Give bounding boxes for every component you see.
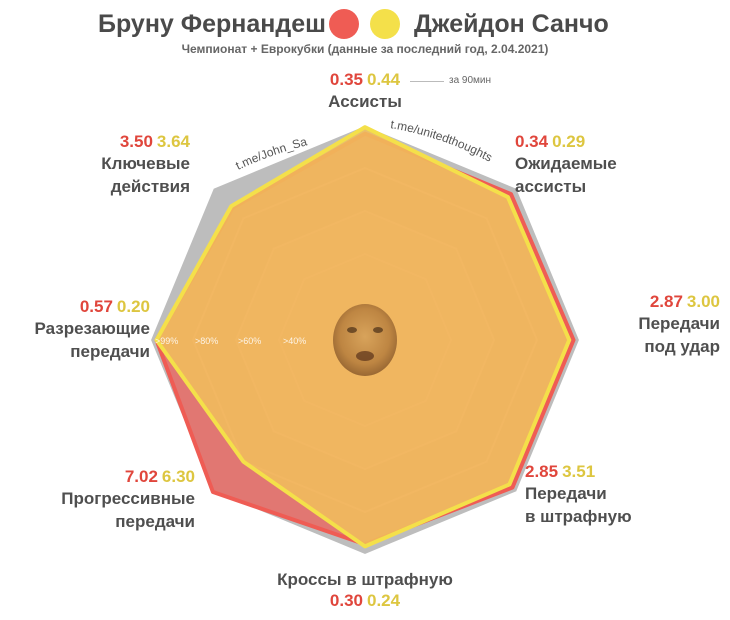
axis-name: Передачи под удар [638,314,720,356]
axis-name: Ключевые действия [101,154,190,196]
axis-values: 0.34 0.29 [515,132,665,152]
unit-note: за 90мин [449,75,492,86]
player2-name: Джейдон Санчо [414,10,609,38]
player1-value: 2.87 [649,292,683,311]
axis-values: 0.30 0.24 [215,591,515,611]
axis-values: 0.57 0.20 [5,297,150,317]
player1-value: 0.34 [515,132,549,151]
player1-value: 0.35 [329,70,363,89]
axis-name: Ассисты [328,92,402,111]
player1-value: 0.57 [79,297,113,316]
axis-label-1: 0.34 0.29 Ожидаемые ассисты [515,132,665,198]
unit-note-line [410,81,444,82]
axis-label-2: 2.87 3.00 Передачи под удар [560,292,720,358]
axis-label-4: Кроссы в штрафную 0.30 0.24 [215,568,515,611]
player2-value: 0.29 [552,132,586,151]
player1-value: 0.30 [329,591,363,610]
player2-value: 3.51 [562,462,596,481]
axis-values: 2.87 3.00 [560,292,720,312]
player2-value: 0.20 [116,297,150,316]
player2-value: 3.64 [156,132,190,151]
player1-value: 3.50 [119,132,153,151]
axis-name: Передачи в штрафную [525,484,632,526]
axis-label-6: 0.57 0.20 Разрезающие передачи [5,297,150,363]
player1-name: Бруну Фернандеш [98,10,326,38]
axis-name: Разрезающие передачи [34,319,150,361]
ring-labels: >99% >80% >60% >40% [155,336,306,346]
axis-values: 0.35 0.44 [265,70,465,90]
axis-values: 7.02 6.30 [5,467,195,487]
player1-value: 2.85 [525,462,559,481]
player2-value: 0.24 [367,591,401,610]
axis-values: 2.85 3.51 [525,462,675,482]
ring-label: >99% [155,336,178,346]
player2-value: 0.44 [367,70,401,89]
player1-value: 7.02 [124,467,158,486]
axis-label-0: 0.35 0.44 Ассисты [265,70,465,113]
axis-name: Кроссы в штрафную [277,570,453,589]
player1-color-dot [329,9,359,39]
axis-label-7: 3.50 3.64 Ключевые действия [40,132,190,198]
ring-label: >60% [238,336,261,346]
player2-value: 6.30 [161,467,195,486]
axis-label-3: 2.85 3.51 Передачи в штрафную [525,462,675,528]
ring-label: >80% [195,336,218,346]
subtitle: Чемпионат + Еврокубки (данные за последн… [181,42,549,56]
axis-values: 3.50 3.64 [40,132,190,152]
ring-label: >40% [283,336,306,346]
header: Бруну Фернандеш Джейдон Санчо [0,8,730,42]
player2-color-dot [370,9,400,39]
axis-label-5: 7.02 6.30 Прогрессивные передачи [5,467,195,533]
player-avatar [333,304,397,376]
player2-value: 3.00 [686,292,720,311]
axis-name: Ожидаемые ассисты [515,154,617,196]
axis-name: Прогрессивные передачи [61,489,195,531]
